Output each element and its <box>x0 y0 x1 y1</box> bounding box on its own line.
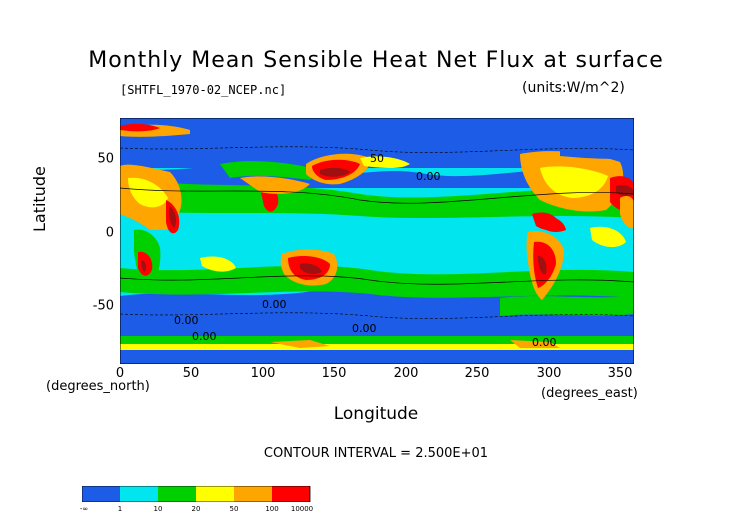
south-green-band-2 <box>500 296 634 316</box>
contour-label: 0.00 <box>192 330 217 343</box>
legend-label: 1 <box>117 505 123 513</box>
x-tick-label: 150 <box>321 366 347 381</box>
x-tick-label: 250 <box>464 366 490 381</box>
south-green-band <box>120 265 634 298</box>
asia-orange <box>240 176 310 194</box>
x-tick-label: 350 <box>607 366 633 381</box>
legend-swatch <box>82 486 120 502</box>
legend-swatch <box>120 486 158 502</box>
x-tick-label: 300 <box>536 366 562 381</box>
atlantic-yellow <box>590 226 626 248</box>
antarctic-orange-2 <box>510 340 560 348</box>
north-pacific-yellow <box>360 156 410 168</box>
arabia-dark <box>169 206 177 228</box>
y-tick-label: 50 <box>97 151 114 167</box>
legend-swatch <box>234 486 272 502</box>
asia-green <box>220 161 320 180</box>
legend-label: 10 <box>153 505 163 513</box>
legend-label: 20 <box>191 505 201 513</box>
x-axis-label: Longitude <box>333 404 419 424</box>
contour-line-negative <box>120 312 634 319</box>
file-name-label: [SHTFL_1970-02_NCEP.nc] <box>120 83 287 97</box>
legend-swatch <box>196 486 234 502</box>
x-tick-label: 200 <box>393 366 419 381</box>
contour-label: 0.00 <box>416 170 441 183</box>
color-legend-bar <box>82 486 311 502</box>
antarctic-yellow <box>120 344 634 350</box>
y-axis-label: Latitude <box>30 166 49 232</box>
legend-label: 50 <box>229 505 239 513</box>
antarctic-orange <box>270 340 330 348</box>
contour-label: 0.00 <box>352 322 377 335</box>
legend-swatch <box>272 486 310 502</box>
units-label: (units:W/m^2) <box>522 80 625 96</box>
legend-label: 10000 <box>290 505 314 513</box>
legend-label: 100 <box>265 505 279 513</box>
contour-interval-label: CONTOUR INTERVAL = 2.500E+01 <box>263 446 489 461</box>
x-unit-left: (degrees_north) <box>46 379 150 394</box>
kuroshio-dark <box>320 167 350 177</box>
legend-swatch <box>158 486 196 502</box>
heat-flux-map: 50 0.00 0.00 0.00 0.00 0.00 0.00 <box>120 118 634 364</box>
antarctic-blue <box>120 350 634 364</box>
x-tick-label: 0 <box>115 366 125 381</box>
hudson-blue <box>560 141 634 159</box>
contour-label: 0.00 <box>174 314 199 327</box>
contour-label: 0.00 <box>532 336 557 349</box>
legend-frame <box>82 486 311 502</box>
north-america-yellow <box>540 166 608 198</box>
x-tick-label: 100 <box>250 366 276 381</box>
caribbean-red <box>540 216 566 232</box>
contour-label: 0.00 <box>262 298 287 311</box>
antarctic-green <box>120 336 634 344</box>
sahara-yellow <box>128 177 168 208</box>
africa-south-dark <box>141 260 147 272</box>
x-tick-label: 50 <box>182 366 200 381</box>
east-edge-orange <box>620 196 634 229</box>
contour-line <box>120 187 634 204</box>
chart-title: Monthly Mean Sensible Heat Net Flux at s… <box>88 48 664 73</box>
contour-line-negative <box>120 146 634 153</box>
indian-ocean-yellow <box>200 256 236 272</box>
australia-dark <box>300 263 322 275</box>
contour-label: 50 <box>370 152 384 165</box>
south-america-dark <box>538 256 547 275</box>
contour-line <box>120 275 634 285</box>
north-green-band <box>120 178 634 218</box>
y-tick-label: 0 <box>105 225 114 241</box>
legend-label: -∞ <box>79 505 89 513</box>
x-unit-right: (degrees_east) <box>541 386 638 401</box>
y-tick-label: -50 <box>92 298 114 314</box>
arctic-red <box>120 123 160 132</box>
